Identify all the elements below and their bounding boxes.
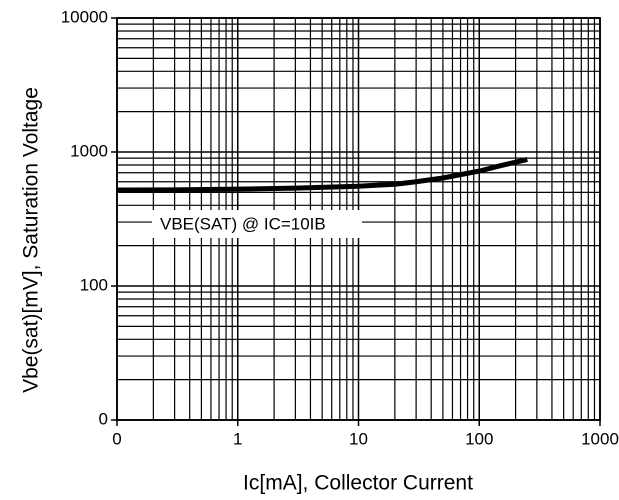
data-line [116,157,528,193]
y-tick-label: 100 [80,275,108,294]
y-axis-title: Vbe(sat)[mV], Saturation Voltage [20,87,43,393]
x-axis-title: Ic[mA], Collector Current [243,472,473,495]
legend-box [152,210,362,238]
x-tick-label: 10 [349,429,368,448]
y-tick-label: 0 [99,409,108,428]
x-tick-label: 1 [233,429,242,448]
y-tick-label: 10000 [61,7,108,26]
x-tick-label: 0 [112,429,121,448]
legend-label: VBE(SAT) @ IC=10IB [160,214,326,233]
y-tick-label: 1000 [70,141,108,160]
plot-frame [116,17,601,421]
x-tick-label: 100 [465,429,493,448]
x-tick-label: 1000 [581,429,619,448]
